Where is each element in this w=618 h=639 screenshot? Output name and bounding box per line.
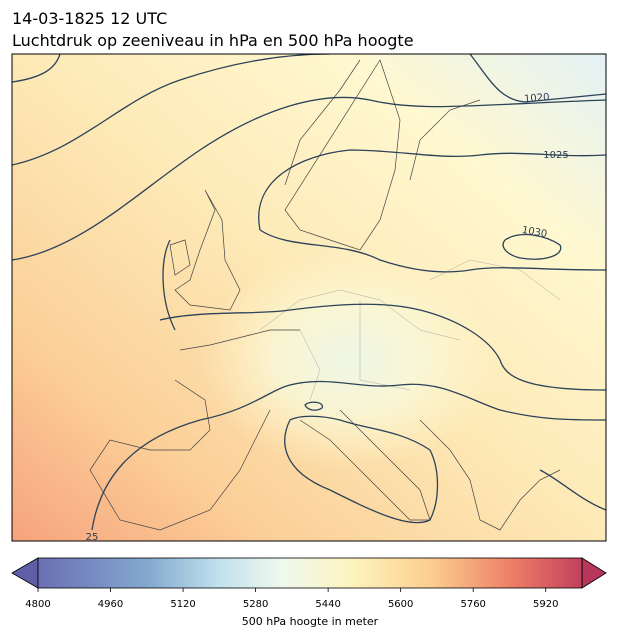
colorbar-tick-label: 5920 <box>533 599 558 610</box>
subtitle: Luchtdruk op zeeniveau in hPa en 500 hPa… <box>12 31 414 50</box>
isobar-label: 1020 <box>524 92 550 105</box>
colorbar-tick-label: 5440 <box>315 599 340 610</box>
colorbar-tick-label: 5760 <box>460 599 485 610</box>
colorbar-tick-label: 5120 <box>170 599 195 610</box>
map-frame <box>11 53 607 542</box>
colorbar-label: 500 hPa hoogte in meter <box>242 615 379 628</box>
colorbar <box>11 557 607 589</box>
colorbar-tick-label: 5280 <box>243 599 268 610</box>
colorbar-tick-label: 5600 <box>388 599 413 610</box>
isobar-label: 1030 <box>521 225 548 240</box>
isobar-label: 25 <box>86 532 99 543</box>
colorbar-tick-label: 4960 <box>98 599 123 610</box>
colorbar-tick-label: 4800 <box>25 599 50 610</box>
map <box>12 54 606 541</box>
isobar-label: 1025 <box>543 150 568 161</box>
title: 14-03-1825 12 UTC <box>12 9 167 28</box>
